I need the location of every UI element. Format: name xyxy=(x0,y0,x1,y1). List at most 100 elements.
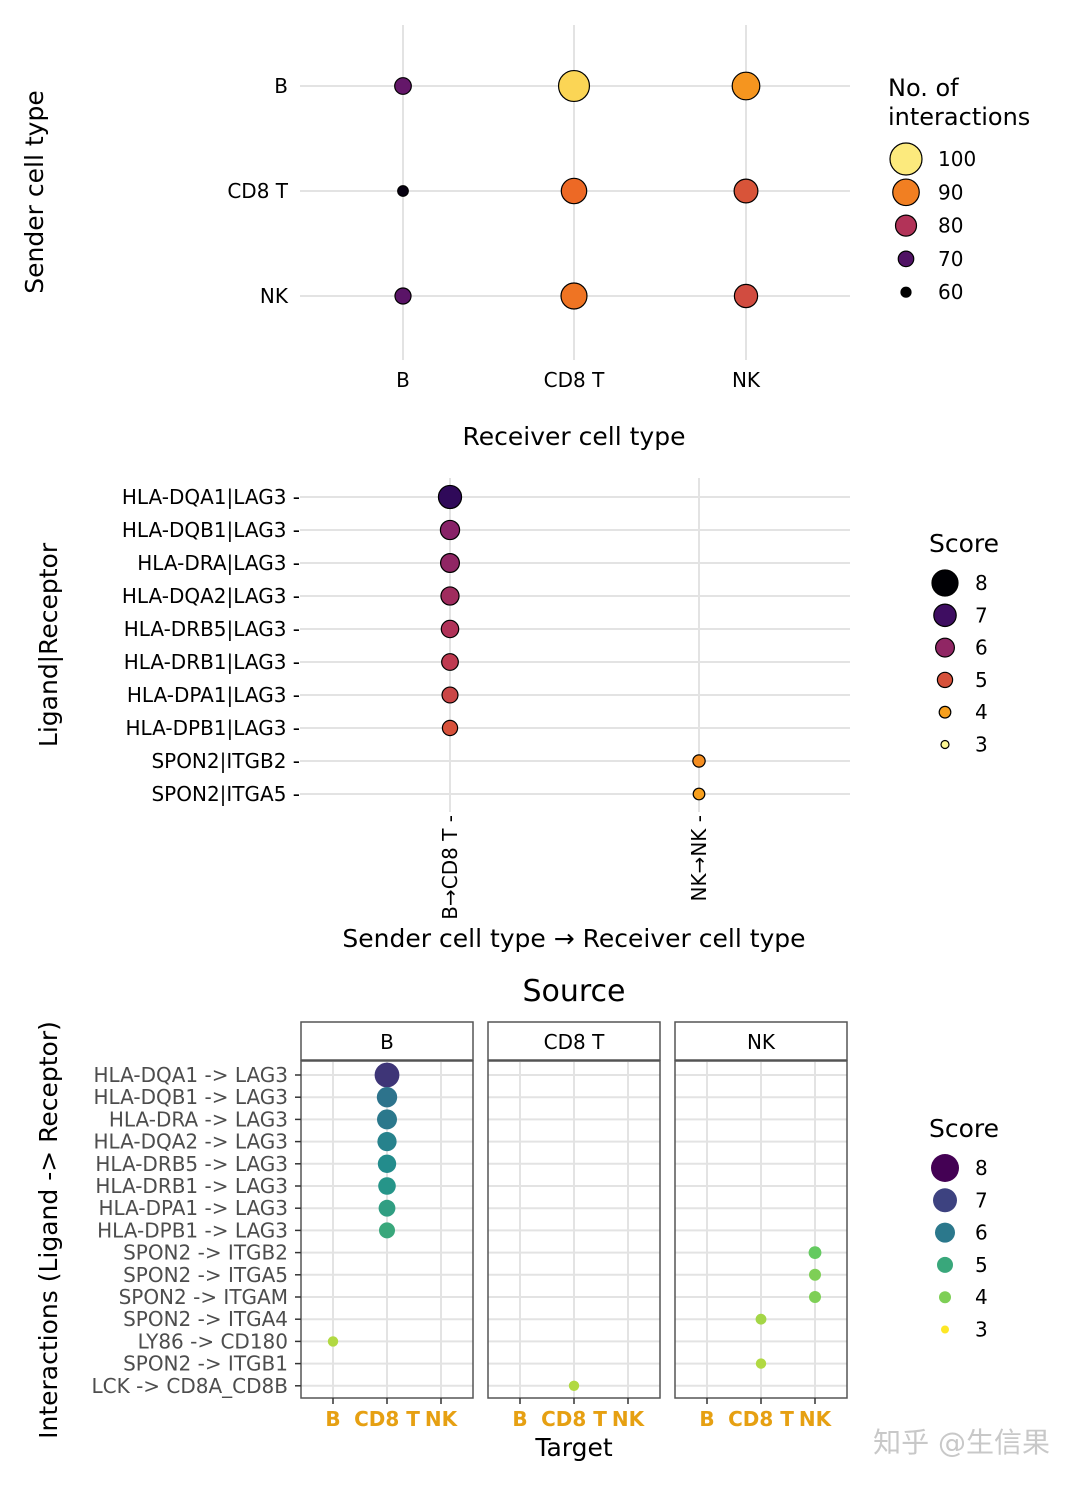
x-axis-label: Receiver cell type xyxy=(463,422,686,451)
legend-label: 7 xyxy=(975,603,988,627)
legend-title: No. of xyxy=(888,74,959,102)
legend-label: 90 xyxy=(938,180,963,204)
data-point xyxy=(441,686,459,704)
x-tick-label: B xyxy=(699,1407,714,1431)
data-point xyxy=(692,787,706,801)
chart-title: Source xyxy=(522,974,625,1009)
legend-title: Score xyxy=(929,1114,999,1143)
legend-label: 7 xyxy=(975,1188,988,1212)
legend-key xyxy=(934,637,955,658)
facet-label: B xyxy=(380,1030,394,1054)
data-point xyxy=(376,1087,398,1108)
facet-label: NK xyxy=(747,1030,776,1054)
x-tick-label: NK xyxy=(425,1407,459,1431)
legend-key xyxy=(897,250,915,268)
legend-label: 4 xyxy=(975,700,988,724)
legend-key xyxy=(933,603,957,628)
data-point xyxy=(557,69,591,103)
y-axis-label: Sender cell type xyxy=(20,90,49,293)
x-tick-label: CD8 T xyxy=(544,368,605,392)
y-tick-label: HLA-DRB1|LAG3 - xyxy=(124,650,300,674)
data-point xyxy=(377,1132,397,1152)
x-tick-label: CD8 T xyxy=(354,1407,420,1431)
data-point xyxy=(441,719,459,737)
legend-label: 3 xyxy=(975,733,988,757)
y-tick-label: HLA-DQA1 -> LAG3 xyxy=(94,1063,289,1087)
y-tick-label: LY86 -> CD180 xyxy=(138,1329,288,1353)
legend-label: 5 xyxy=(975,1253,988,1277)
y-tick-label: HLA-DRB1 -> LAG3 xyxy=(95,1174,288,1198)
data-point xyxy=(440,586,460,606)
y-tick-label: HLA-DQB1 -> LAG3 xyxy=(93,1085,288,1109)
x-tick-label: B xyxy=(325,1407,340,1431)
y-tick-label: HLA-DPA1 -> LAG3 xyxy=(98,1196,288,1220)
data-point xyxy=(377,1109,397,1130)
y-tick-label: HLA-DPA1|LAG3 - xyxy=(127,683,300,707)
data-point xyxy=(439,519,461,541)
y-tick-label: HLA-DQB1|LAG3 - xyxy=(122,518,300,542)
legend-key xyxy=(892,178,920,207)
data-point xyxy=(731,71,761,101)
y-tick-label: SPON2|ITGB2 - xyxy=(151,749,300,773)
legend-label: 60 xyxy=(938,280,963,304)
x-tick-label: NK→NK - xyxy=(687,815,711,901)
data-point xyxy=(394,287,412,305)
data-point xyxy=(377,1154,397,1174)
x-axis-label: Sender cell type → Receiver cell type xyxy=(342,924,805,953)
data-point xyxy=(378,1177,396,1195)
legend-key xyxy=(937,1256,953,1273)
y-tick-label: HLA-DPB1 -> LAG3 xyxy=(97,1218,288,1242)
data-point xyxy=(378,1199,396,1217)
legend-label: 100 xyxy=(938,147,976,171)
y-tick-label: SPON2 -> ITGA4 xyxy=(123,1307,288,1331)
data-point xyxy=(808,1246,822,1259)
x-tick-label: B xyxy=(396,368,410,392)
x-tick-label: NK xyxy=(799,1407,833,1431)
data-point xyxy=(755,1313,767,1325)
legend-key xyxy=(936,671,954,689)
data-point xyxy=(733,283,759,309)
y-tick-label: NK xyxy=(260,284,289,308)
x-axis-label: Target xyxy=(534,1433,613,1462)
data-point xyxy=(809,1268,821,1281)
legend-key xyxy=(894,214,918,237)
x-tick-label: NK xyxy=(612,1407,646,1431)
data-point xyxy=(440,552,461,573)
data-point xyxy=(397,185,409,197)
legend-key xyxy=(900,286,912,298)
data-point xyxy=(437,484,463,510)
x-tick-label: CD8 T xyxy=(541,1407,607,1431)
legend-label: 8 xyxy=(975,571,988,595)
legend-key xyxy=(939,1291,951,1304)
data-point xyxy=(733,178,759,204)
y-tick-label: HLA-DQA1|LAG3 - xyxy=(122,485,300,509)
y-tick-label: SPON2 -> ITGB1 xyxy=(123,1352,288,1376)
y-tick-label: CD8 T xyxy=(227,179,288,203)
facet-strip xyxy=(300,1021,474,1061)
data-point xyxy=(560,177,588,205)
y-axis-label: Ligand|Receptor xyxy=(34,542,63,747)
data-point xyxy=(440,619,460,639)
y-tick-label: SPON2|ITGA5 - xyxy=(151,782,300,806)
legend-key xyxy=(931,569,959,597)
facet-label: CD8 T xyxy=(544,1030,605,1054)
y-tick-label: HLA-DQA2 -> LAG3 xyxy=(94,1130,289,1154)
legend-key xyxy=(935,1222,955,1243)
y-tick-label: HLA-DPB1|LAG3 - xyxy=(126,716,300,740)
legend-label: 4 xyxy=(975,1285,988,1309)
data-point xyxy=(568,1380,580,1392)
facet-strip xyxy=(487,1021,661,1061)
data-point xyxy=(692,754,706,768)
y-tick-label: B xyxy=(274,74,288,98)
legend-label: 6 xyxy=(975,636,988,660)
legend-label: 5 xyxy=(975,668,988,692)
x-tick-label: B xyxy=(512,1407,527,1431)
legend-key xyxy=(938,705,952,719)
y-tick-label: HLA-DQA2|LAG3 - xyxy=(122,584,300,608)
data-point xyxy=(809,1291,821,1303)
data-point xyxy=(379,1222,395,1239)
legend-key xyxy=(933,1188,957,1213)
x-tick-label: B→CD8 T - xyxy=(438,815,462,920)
